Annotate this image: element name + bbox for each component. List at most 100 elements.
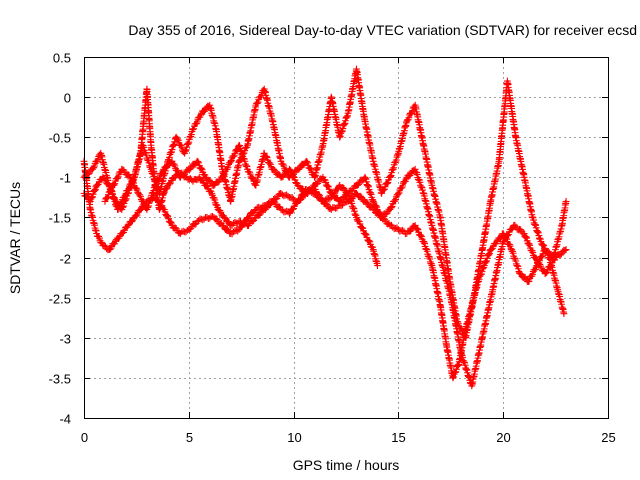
y-tick-label: -1 bbox=[59, 171, 71, 186]
data-point-marker bbox=[253, 100, 261, 107]
data-point-marker bbox=[315, 191, 323, 198]
data-point-marker bbox=[233, 146, 241, 154]
data-point-marker bbox=[103, 194, 111, 202]
y-tick-label: -2 bbox=[59, 252, 71, 267]
data-point-marker bbox=[91, 187, 99, 194]
data-point-marker bbox=[90, 164, 98, 172]
data-point-marker bbox=[167, 218, 175, 226]
data-point-marker bbox=[339, 183, 347, 191]
data-point-marker bbox=[106, 245, 114, 253]
data-point-marker bbox=[522, 233, 530, 241]
data-point-marker bbox=[133, 184, 140, 192]
data-point-marker bbox=[201, 107, 208, 115]
series-track-4 bbox=[101, 141, 570, 390]
plot-frame bbox=[84, 57, 609, 419]
data-point-marker bbox=[206, 176, 214, 184]
data-point-marker bbox=[362, 230, 369, 238]
data-point-marker bbox=[193, 120, 200, 128]
data-point-marker bbox=[121, 193, 128, 201]
data-point-marker bbox=[227, 157, 235, 165]
data-point-marker bbox=[504, 232, 511, 240]
data-point-marker bbox=[561, 246, 569, 254]
marker-layer bbox=[80, 65, 570, 390]
data-point-marker bbox=[126, 173, 134, 181]
data-point-marker bbox=[129, 178, 137, 186]
data-point-marker bbox=[488, 245, 495, 253]
data-point-marker bbox=[538, 253, 546, 261]
data-point-marker bbox=[493, 238, 501, 245]
data-point-marker bbox=[235, 157, 243, 165]
data-point-marker bbox=[286, 210, 293, 217]
data-point-marker bbox=[119, 203, 127, 211]
data-point-marker bbox=[186, 165, 194, 173]
data-point-marker bbox=[124, 187, 132, 194]
data-point-marker bbox=[107, 188, 114, 195]
data-point-marker bbox=[211, 196, 219, 204]
data-point-marker bbox=[560, 310, 568, 318]
data-point-marker bbox=[255, 212, 263, 219]
data-point-marker bbox=[525, 240, 533, 248]
data-point-marker bbox=[374, 262, 381, 269]
data-point-marker bbox=[114, 174, 121, 182]
data-point-marker bbox=[372, 202, 380, 210]
data-point-marker bbox=[288, 194, 296, 201]
series-track-2 bbox=[80, 157, 570, 382]
x-tick-label: 15 bbox=[391, 430, 405, 445]
data-point-marker bbox=[532, 254, 539, 262]
data-point-marker bbox=[95, 233, 103, 240]
data-point-marker bbox=[257, 93, 265, 101]
data-point-marker bbox=[562, 198, 570, 205]
data-point-marker bbox=[556, 251, 564, 259]
data-point-marker bbox=[485, 251, 493, 259]
data-point-marker bbox=[117, 200, 125, 208]
data-point-marker bbox=[403, 117, 411, 125]
data-point-marker bbox=[159, 204, 167, 212]
data-point-marker bbox=[324, 182, 332, 190]
x-tick-label: 0 bbox=[81, 430, 88, 445]
data-point-marker bbox=[295, 165, 303, 173]
data-point-marker bbox=[380, 186, 388, 194]
data-point-marker bbox=[358, 224, 366, 231]
y-axis-label: SDTVAR / TECUs bbox=[7, 182, 23, 294]
data-point-marker bbox=[482, 258, 490, 266]
data-point-marker bbox=[128, 218, 136, 226]
data-point-marker bbox=[166, 180, 174, 188]
x-tick-label: 5 bbox=[186, 430, 193, 445]
y-tick-label: -2.5 bbox=[49, 292, 71, 307]
x-tick-label: 25 bbox=[601, 430, 615, 445]
tick-layer: 0 5 10 15 20 25 0.5 0 -0.5 -1 -1.5 -2 -2.5 -3 -3.5 -4 bbox=[49, 51, 616, 446]
x-axis-label: GPS time / hours bbox=[293, 457, 400, 473]
data-point-marker bbox=[406, 228, 414, 235]
y-tick-label: 0.5 bbox=[53, 51, 71, 66]
data-point-marker bbox=[388, 204, 395, 212]
x-tick-label: 20 bbox=[496, 430, 510, 445]
data-point-marker bbox=[220, 172, 228, 180]
data-point-marker bbox=[322, 199, 330, 207]
data-point-marker bbox=[562, 246, 570, 253]
data-point-marker bbox=[224, 225, 231, 233]
data-point-marker bbox=[361, 230, 369, 237]
data-point-marker bbox=[132, 212, 140, 220]
data-point-marker bbox=[546, 263, 554, 270]
data-point-marker bbox=[417, 231, 425, 239]
y-tick-label: -3 bbox=[59, 332, 71, 347]
y-tick-label: -4 bbox=[59, 412, 71, 427]
y-tick-label: 0 bbox=[64, 91, 71, 106]
data-point-marker bbox=[543, 247, 550, 255]
data-point-marker bbox=[289, 205, 297, 213]
data-point-marker bbox=[391, 197, 399, 205]
data-point-marker bbox=[413, 225, 421, 233]
y-tick-label: -3.5 bbox=[49, 372, 71, 387]
data-point-marker bbox=[174, 135, 182, 143]
data-point-marker bbox=[234, 227, 242, 235]
data-point-marker bbox=[451, 369, 459, 376]
chart-title: Day 355 of 2016, Sidereal Day-to-day VTE… bbox=[128, 22, 637, 38]
data-point-marker bbox=[383, 180, 391, 187]
data-point-marker bbox=[303, 158, 311, 166]
data-point-marker bbox=[526, 241, 534, 249]
grid-layer bbox=[84, 57, 608, 418]
data-point-marker bbox=[450, 373, 457, 381]
y-tick-label: -0.5 bbox=[49, 131, 71, 146]
